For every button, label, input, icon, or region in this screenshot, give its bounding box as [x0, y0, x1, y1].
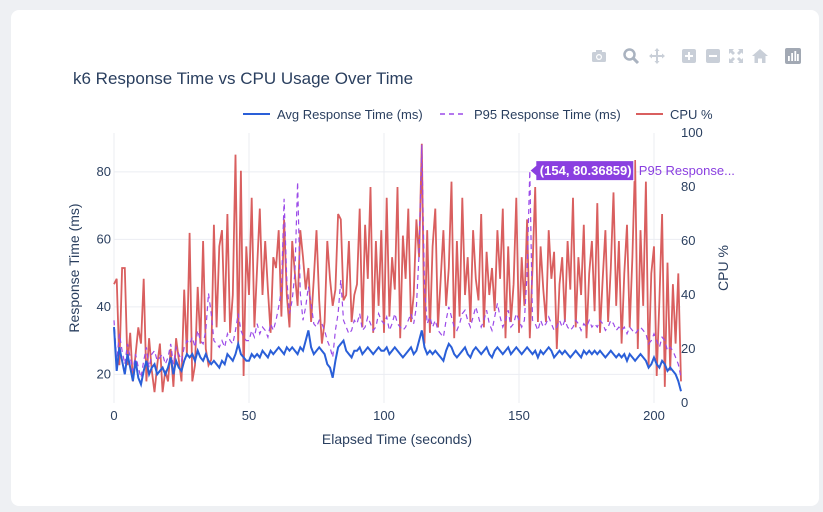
hover-label: (154, 80.36859)	[540, 163, 632, 178]
y2-axis-ticks: 0 20 40 60 80 100	[681, 125, 703, 410]
zoom-icon[interactable]	[622, 47, 640, 65]
legend-item-avg[interactable]: Avg Response Time (ms)	[243, 107, 423, 122]
x-axis-label: Elapsed Time (seconds)	[322, 431, 472, 447]
y2-tick-label: 80	[681, 179, 695, 194]
legend-label-p95: P95 Response Time (ms)	[474, 107, 621, 122]
y-tick-label: 20	[97, 366, 111, 381]
legend-label-avg: Avg Response Time (ms)	[277, 107, 423, 122]
y2-tick-label: 100	[681, 125, 703, 140]
y2-axis-label: CPU %	[715, 245, 731, 291]
autoscale-icon[interactable]	[727, 47, 745, 65]
legend-item-p95[interactable]: P95 Response Time (ms)	[440, 107, 621, 122]
x-tick-label: 50	[242, 408, 256, 423]
y-tick-label: 40	[97, 299, 111, 314]
legend-label-cpu: CPU %	[670, 107, 713, 122]
y-tick-label: 60	[97, 231, 111, 246]
x-axis-ticks: 0 50 100 150 200	[110, 408, 664, 423]
chart-title: k6 Response Time vs CPU Usage Over Time	[73, 69, 413, 88]
pan-icon[interactable]	[648, 47, 666, 65]
y-tick-label: 80	[97, 164, 111, 179]
x-tick-label: 150	[508, 408, 530, 423]
y2-tick-label: 0	[681, 395, 688, 410]
y-axis-label: Response Time (ms)	[66, 203, 82, 332]
zoom-out-icon[interactable]	[704, 47, 722, 65]
hover-box	[529, 160, 635, 182]
camera-icon[interactable]	[590, 47, 608, 65]
reset-axes-icon[interactable]	[751, 47, 769, 65]
series-line-cpu	[113, 143, 682, 393]
legend[interactable]: Avg Response Time (ms) P95 Response Time…	[243, 107, 713, 122]
legend-item-cpu[interactable]: CPU %	[636, 107, 713, 122]
y2-tick-label: 20	[681, 341, 695, 356]
zoom-in-icon[interactable]	[680, 47, 698, 65]
hover-tooltip: (154, 80.36859) P95 Response...	[529, 160, 735, 182]
x-tick-label: 200	[643, 408, 665, 423]
plot-area[interactable]	[113, 143, 682, 393]
series-line-avg	[113, 327, 682, 392]
hover-series: P95 Response...	[639, 163, 735, 178]
x-tick-label: 0	[110, 408, 117, 423]
x-tick-label: 100	[373, 408, 395, 423]
plotly-logo-icon[interactable]	[784, 47, 802, 65]
y2-tick-label: 60	[681, 233, 695, 248]
y-axis-ticks: 20 40 60 80	[97, 164, 111, 382]
y2-tick-label: 40	[681, 287, 695, 302]
